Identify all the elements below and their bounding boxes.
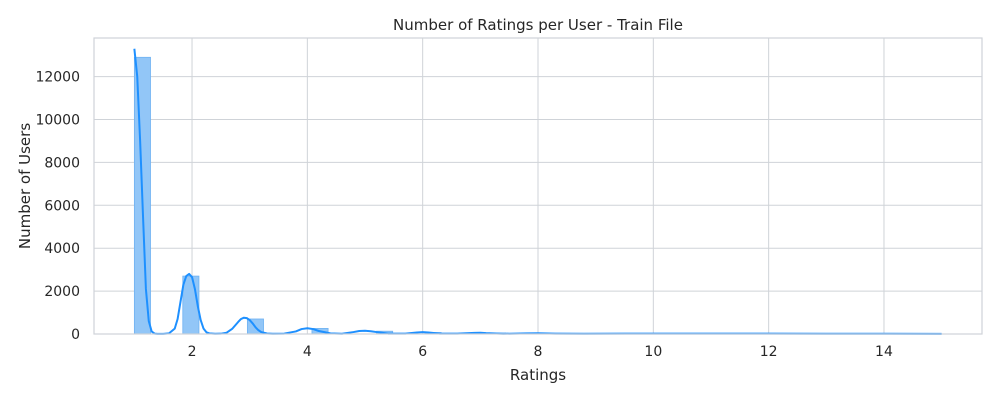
- x-tick-label: 2: [188, 344, 197, 360]
- y-axis-ticks: 0 2000 4000 6000 8000 10000 12000: [35, 70, 80, 343]
- y-tick-label: 10000: [35, 113, 80, 129]
- x-tick-label: 14: [875, 344, 893, 360]
- chart-title: Number of Ratings per User - Train File: [393, 16, 683, 34]
- y-tick-label: 2000: [44, 284, 80, 300]
- plot-frame: [93, 37, 983, 335]
- x-axis-ticks: 2 4 6 8 10 12 14: [188, 344, 893, 360]
- x-axis-label: Ratings: [510, 366, 566, 384]
- y-axis-label: Number of Users: [16, 123, 34, 249]
- x-tick-label: 4: [303, 344, 312, 360]
- histogram-bar: [182, 275, 200, 335]
- kde-curve: [133, 48, 942, 335]
- y-tick-label: 8000: [44, 155, 80, 171]
- x-tick-label: 6: [418, 344, 427, 360]
- kde-line: [133, 48, 942, 335]
- y-tick-label: 0: [71, 327, 80, 343]
- x-tick-label: 10: [644, 344, 662, 360]
- y-tick-label: 4000: [44, 241, 80, 257]
- y-tick-label: 6000: [44, 198, 80, 214]
- y-tick-label: 12000: [35, 70, 80, 86]
- x-tick-label: 8: [534, 344, 543, 360]
- x-tick-label: 12: [760, 344, 778, 360]
